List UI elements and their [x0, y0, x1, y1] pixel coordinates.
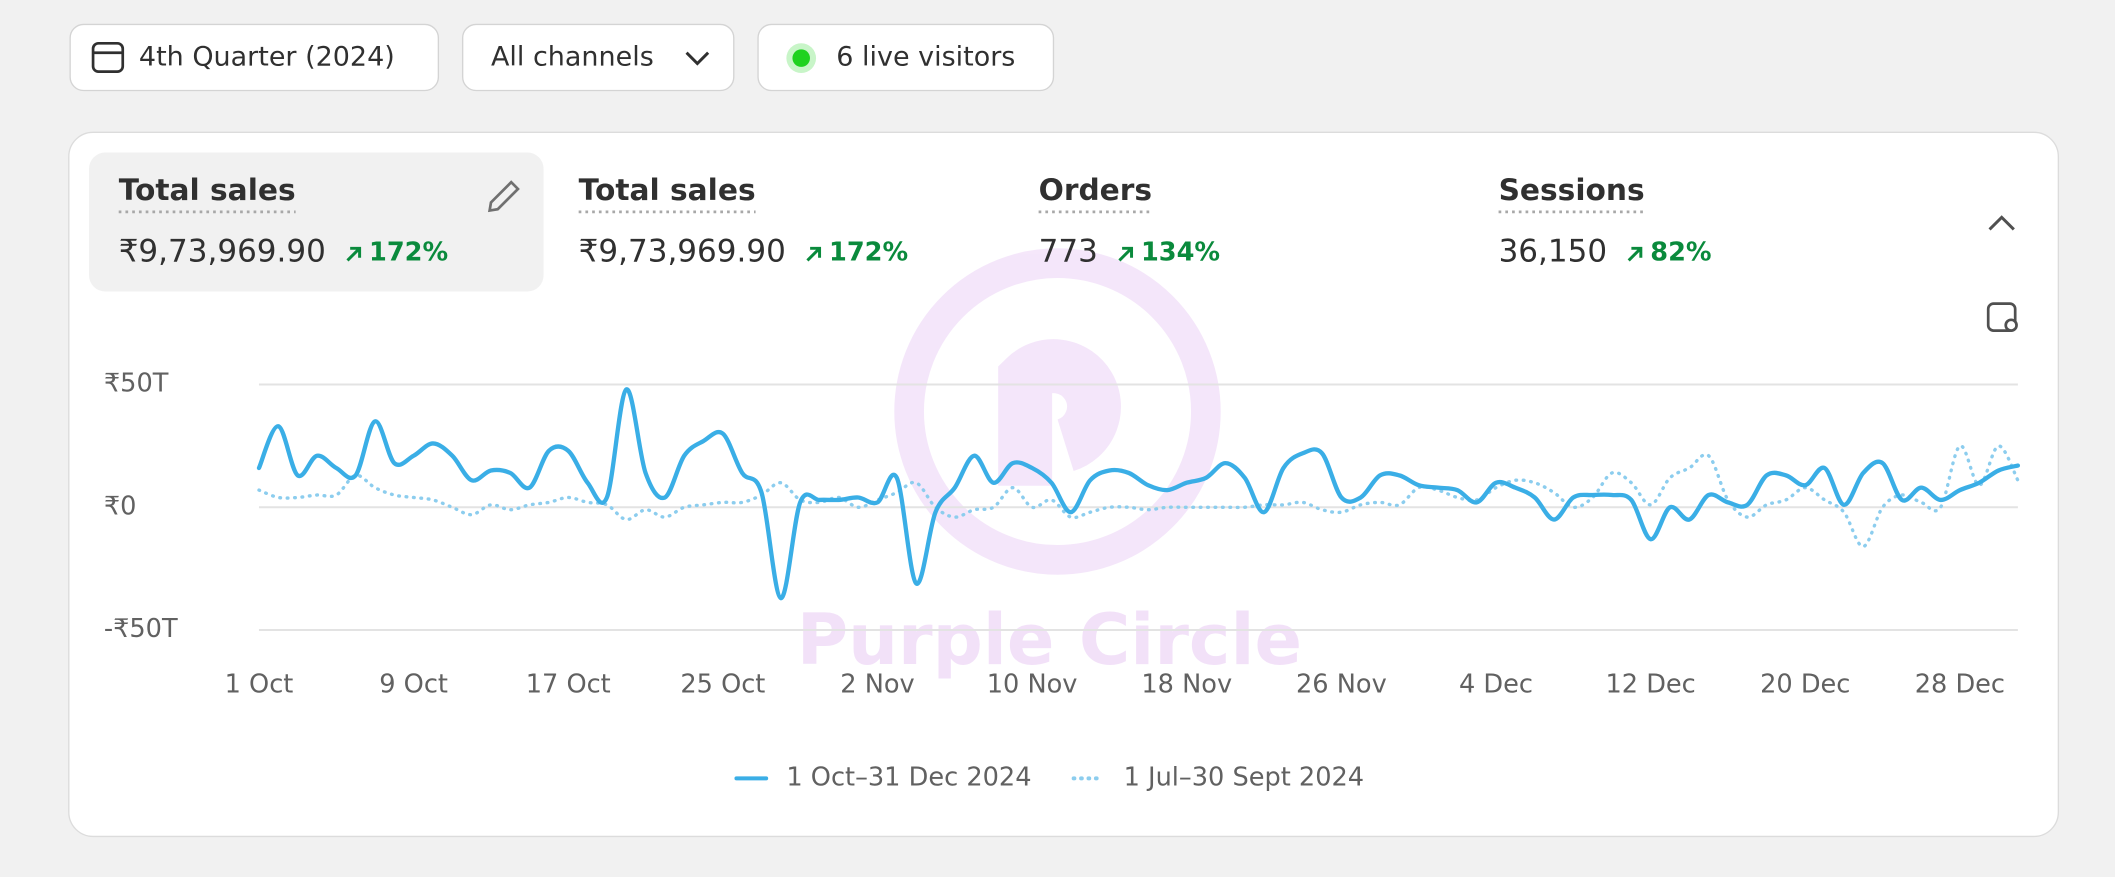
live-visitors: 6 live visitors	[836, 42, 1015, 73]
metric-label[interactable]: Sessions	[1499, 172, 1645, 207]
watermark: Purple Circle	[797, 248, 1302, 681]
metric-value: 36,150	[1499, 233, 1608, 269]
up-arrow-icon	[806, 246, 822, 262]
up-arrow-icon	[1118, 246, 1134, 262]
chart: -₹50T ₹0 ₹50T 1 Oct 9 Oct 17 Oct 25 Oct 2 Nov 10…	[104, 369, 2021, 792]
current-line	[256, 387, 2021, 601]
date-range: 4th Quarter (2024)	[139, 42, 395, 73]
x-tick-label: 12 Dec	[1605, 669, 1695, 699]
button-bg	[69, 23, 440, 92]
x-tick-label: 18 Nov	[1141, 669, 1232, 699]
calendar-icon	[91, 41, 125, 73]
metric-change: 82%	[1650, 238, 1711, 268]
x-tick-label: 26 Nov	[1296, 669, 1387, 699]
y-tick-label: ₹50T	[104, 369, 169, 399]
y-tick-label: ₹0	[104, 491, 137, 521]
metric-label[interactable]: Orders	[1039, 172, 1152, 207]
x-tick-label: 10 Nov	[987, 669, 1078, 699]
metric-label[interactable]: Total sales	[579, 172, 756, 207]
metric-value: ₹9,73,969.90	[119, 233, 326, 269]
y-tick-label: -₹50T	[104, 614, 178, 644]
collapse-icon[interactable]	[1988, 215, 2015, 231]
icon-part	[2004, 318, 2018, 332]
live-dot	[792, 49, 810, 67]
channel: All channels	[491, 42, 654, 73]
chevron-icon	[685, 51, 710, 66]
legend-label: 1 Jul–30 Sept 2024	[1124, 762, 1365, 792]
edit-icon[interactable]	[487, 180, 520, 213]
selected-metric-bg[interactable]	[89, 152, 544, 292]
metrics: Total sales ₹9,73,969.90 172% Total sales ₹9…	[118, 172, 1712, 269]
watermark-text: Purple Circle	[797, 599, 1302, 681]
metric-value: 773	[1039, 233, 1098, 269]
date-button[interactable]: 4th Quarter (2024)	[69, 23, 440, 92]
metric-change: 172%	[829, 238, 908, 268]
metric-value: ₹9,73,969.90	[579, 233, 786, 269]
x-tick-label: 20 Dec	[1760, 669, 1850, 699]
analyze-icon[interactable]	[1986, 302, 2018, 332]
icon-part	[1986, 302, 2017, 332]
metric-label[interactable]: Total sales	[119, 172, 296, 207]
metric-change: 134%	[1141, 238, 1220, 268]
legend-label: 1 Oct–31 Dec 2024	[786, 762, 1031, 792]
metric-change: 172%	[369, 238, 448, 268]
live-button[interactable]: 6 live visitors	[757, 23, 1055, 92]
x-tick-label: 28 Dec	[1915, 669, 2005, 699]
button-bg	[757, 23, 1055, 92]
x-tick-label: 17 Oct	[526, 669, 611, 699]
button-bg	[461, 23, 735, 92]
watermark-ring	[894, 248, 1221, 575]
x-tick-label: 1 Oct	[225, 669, 294, 699]
x-tick-label: 4 Dec	[1459, 669, 1533, 699]
channel-button[interactable]: All channels	[461, 23, 735, 92]
x-tick-label: 25 Oct	[680, 669, 765, 699]
up-arrow-icon	[346, 246, 362, 262]
x-tick-label: 2 Nov	[840, 669, 914, 699]
card	[68, 131, 2060, 838]
x-tick-label: 9 Oct	[379, 669, 448, 699]
up-arrow-icon	[1627, 246, 1643, 262]
